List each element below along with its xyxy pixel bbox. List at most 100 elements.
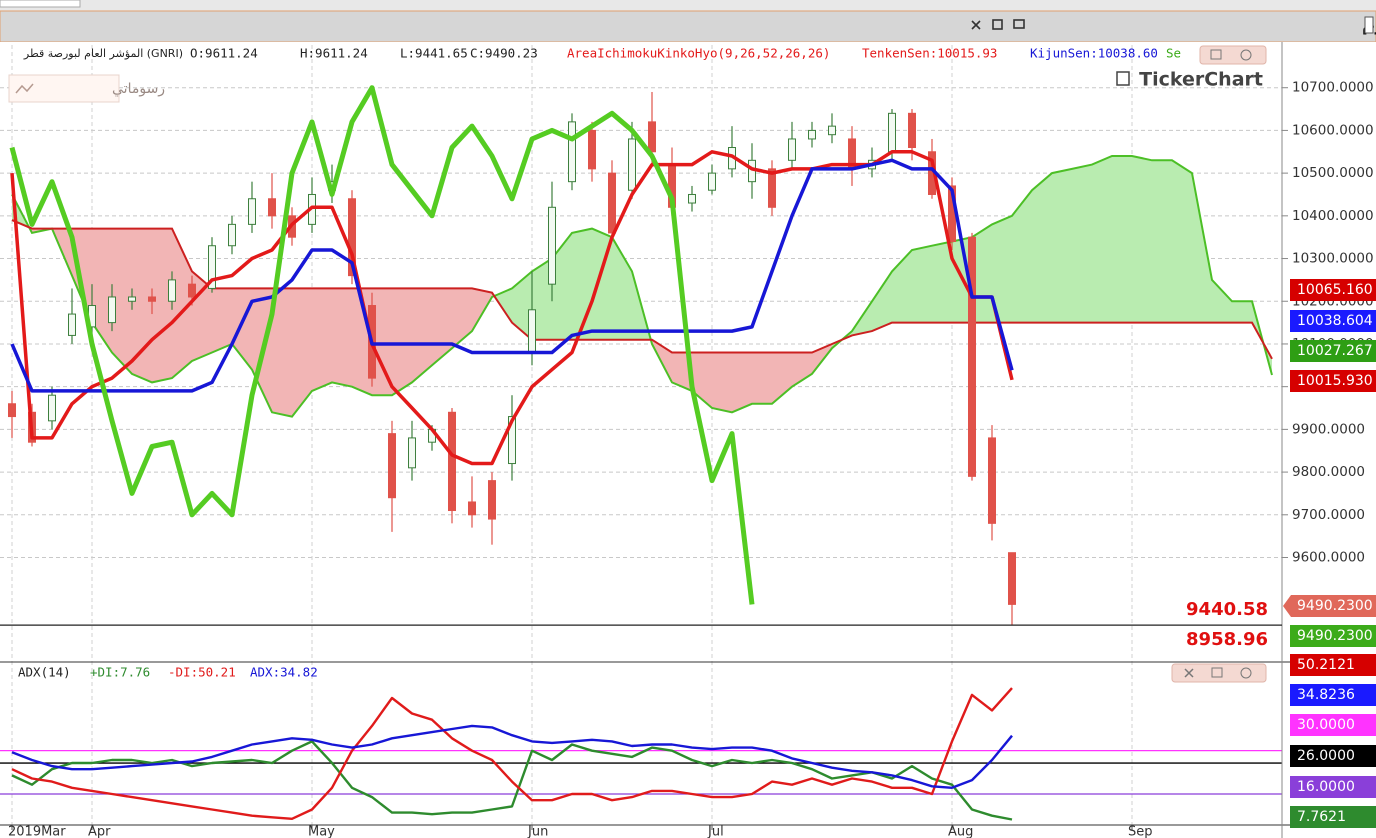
badge-label: 26.0000 bbox=[1297, 748, 1355, 764]
y-tick-label: 10300.0000 bbox=[1292, 251, 1374, 267]
detach-button[interactable] bbox=[1013, 19, 1025, 29]
price-panel bbox=[8, 85, 1273, 626]
candle-body bbox=[528, 309, 536, 353]
x-tick-label: Sep bbox=[1128, 825, 1153, 838]
badge-label: 30.0000 bbox=[1297, 717, 1355, 733]
candle-body bbox=[108, 296, 116, 324]
cloud-fill bbox=[712, 352, 732, 413]
badge-label: 9490.2300 bbox=[1297, 598, 1373, 614]
indicator-name: AreaIchimokuKinkoHyo(9,26,52,26,26) bbox=[567, 46, 830, 61]
badge-label: 16.0000 bbox=[1297, 779, 1355, 795]
settings-button[interactable] bbox=[1240, 49, 1252, 61]
cloud-fill bbox=[1192, 173, 1212, 323]
tab-strip bbox=[0, 0, 1376, 11]
drawings-button-label: رسوماتي bbox=[112, 81, 165, 97]
candle-body bbox=[148, 296, 156, 302]
indicator-line bbox=[9, 85, 755, 605]
candle-body bbox=[968, 236, 976, 477]
legend-entry: ADX:34.82 bbox=[250, 665, 318, 680]
maximize-button[interactable] bbox=[1211, 667, 1223, 678]
cloud-fill bbox=[1052, 168, 1072, 323]
cloud-fill bbox=[1092, 156, 1112, 323]
candle-body bbox=[348, 198, 356, 277]
cloud-fill bbox=[532, 258, 552, 340]
y-tick-label: 9900.0000 bbox=[1292, 421, 1365, 437]
badge-label: 9490.2300 bbox=[1297, 628, 1373, 644]
badge bbox=[1290, 370, 1376, 392]
restore-button[interactable] bbox=[992, 19, 1003, 30]
adx-title: ADX(14) bbox=[18, 665, 71, 680]
cloud-fill bbox=[272, 288, 292, 417]
candle-body bbox=[388, 433, 396, 499]
tab[interactable] bbox=[0, 0, 81, 8]
drawings-button[interactable] bbox=[8, 74, 120, 103]
cloud-fill bbox=[892, 250, 912, 323]
cloud-fill bbox=[312, 288, 332, 391]
y-tick-label: 10600.0000 bbox=[1292, 122, 1374, 138]
cloud-fill bbox=[1232, 301, 1252, 323]
badge bbox=[1283, 595, 1376, 617]
cloud-span-a bbox=[11, 155, 1273, 418]
cloud-fill bbox=[412, 288, 432, 383]
symbol-name: المؤشر العام لبورصة قطر (GNRI) bbox=[23, 47, 183, 60]
close-button[interactable] bbox=[971, 20, 981, 30]
candle-body bbox=[708, 172, 716, 191]
settings-button[interactable] bbox=[1240, 667, 1252, 679]
badge bbox=[1290, 625, 1376, 647]
legend-entry: +DI:7.76 bbox=[90, 665, 150, 680]
candle-body bbox=[128, 296, 136, 302]
candle-body bbox=[788, 138, 796, 161]
cloud-fill bbox=[1172, 160, 1192, 323]
window-buttons bbox=[971, 19, 1025, 30]
maximize-button[interactable] bbox=[1210, 49, 1222, 60]
candle-body bbox=[648, 121, 656, 153]
cloud-fill bbox=[292, 288, 312, 417]
cloud-fill bbox=[1152, 160, 1172, 323]
cloud-fill bbox=[732, 352, 752, 413]
price-annotation: 9440.58 bbox=[1186, 599, 1268, 620]
x-tick-label: Jun bbox=[527, 825, 548, 838]
candle-body bbox=[188, 283, 196, 298]
cloud-fill bbox=[432, 288, 452, 366]
candle-body bbox=[48, 394, 56, 422]
indicator-line bbox=[11, 687, 1013, 820]
candle-body bbox=[908, 112, 916, 149]
badge-label: 34.8236 bbox=[1297, 687, 1355, 703]
cloud-fill bbox=[512, 271, 532, 340]
badge bbox=[1290, 279, 1376, 301]
x-tick-label: Jul bbox=[707, 825, 724, 838]
candle-body bbox=[1008, 552, 1016, 605]
title-bar bbox=[0, 10, 1376, 43]
cloud-fill bbox=[1132, 156, 1152, 323]
cloud-fill bbox=[172, 228, 192, 379]
y-tick-label: 9800.0000 bbox=[1292, 464, 1365, 480]
candle-body bbox=[768, 168, 776, 208]
candle-body bbox=[808, 129, 816, 140]
ohlc-low: L:9441.65 bbox=[400, 46, 468, 61]
cloud-fill bbox=[752, 352, 772, 404]
candle-body bbox=[588, 129, 596, 170]
cloud-fill bbox=[912, 245, 932, 323]
cloud-fill bbox=[372, 288, 392, 396]
candle-body bbox=[508, 416, 516, 465]
indicator-line bbox=[10, 158, 1014, 393]
legend-entry: -DI:50.21 bbox=[168, 665, 236, 680]
window-checkbox[interactable] bbox=[1364, 16, 1374, 34]
drawings-icon bbox=[15, 83, 34, 94]
badge bbox=[1290, 340, 1376, 362]
badge-label: 50.2121 bbox=[1297, 657, 1355, 673]
indicator-line bbox=[11, 724, 1013, 789]
candle-body bbox=[448, 411, 456, 512]
y-tick-label: 10700.0000 bbox=[1292, 80, 1374, 96]
candle-body bbox=[488, 480, 496, 520]
panel-button-bar[interactable] bbox=[1199, 45, 1267, 65]
candle-body bbox=[468, 501, 476, 516]
close-panel-button[interactable] bbox=[1184, 668, 1194, 678]
badge bbox=[1290, 684, 1376, 706]
watermark: TickerChart bbox=[1139, 69, 1263, 91]
panel-button-bar[interactable] bbox=[1171, 663, 1267, 683]
badge-label: 10038.604 bbox=[1297, 313, 1373, 329]
candle-body bbox=[268, 198, 276, 217]
x-tick-label: Aug bbox=[948, 825, 973, 838]
